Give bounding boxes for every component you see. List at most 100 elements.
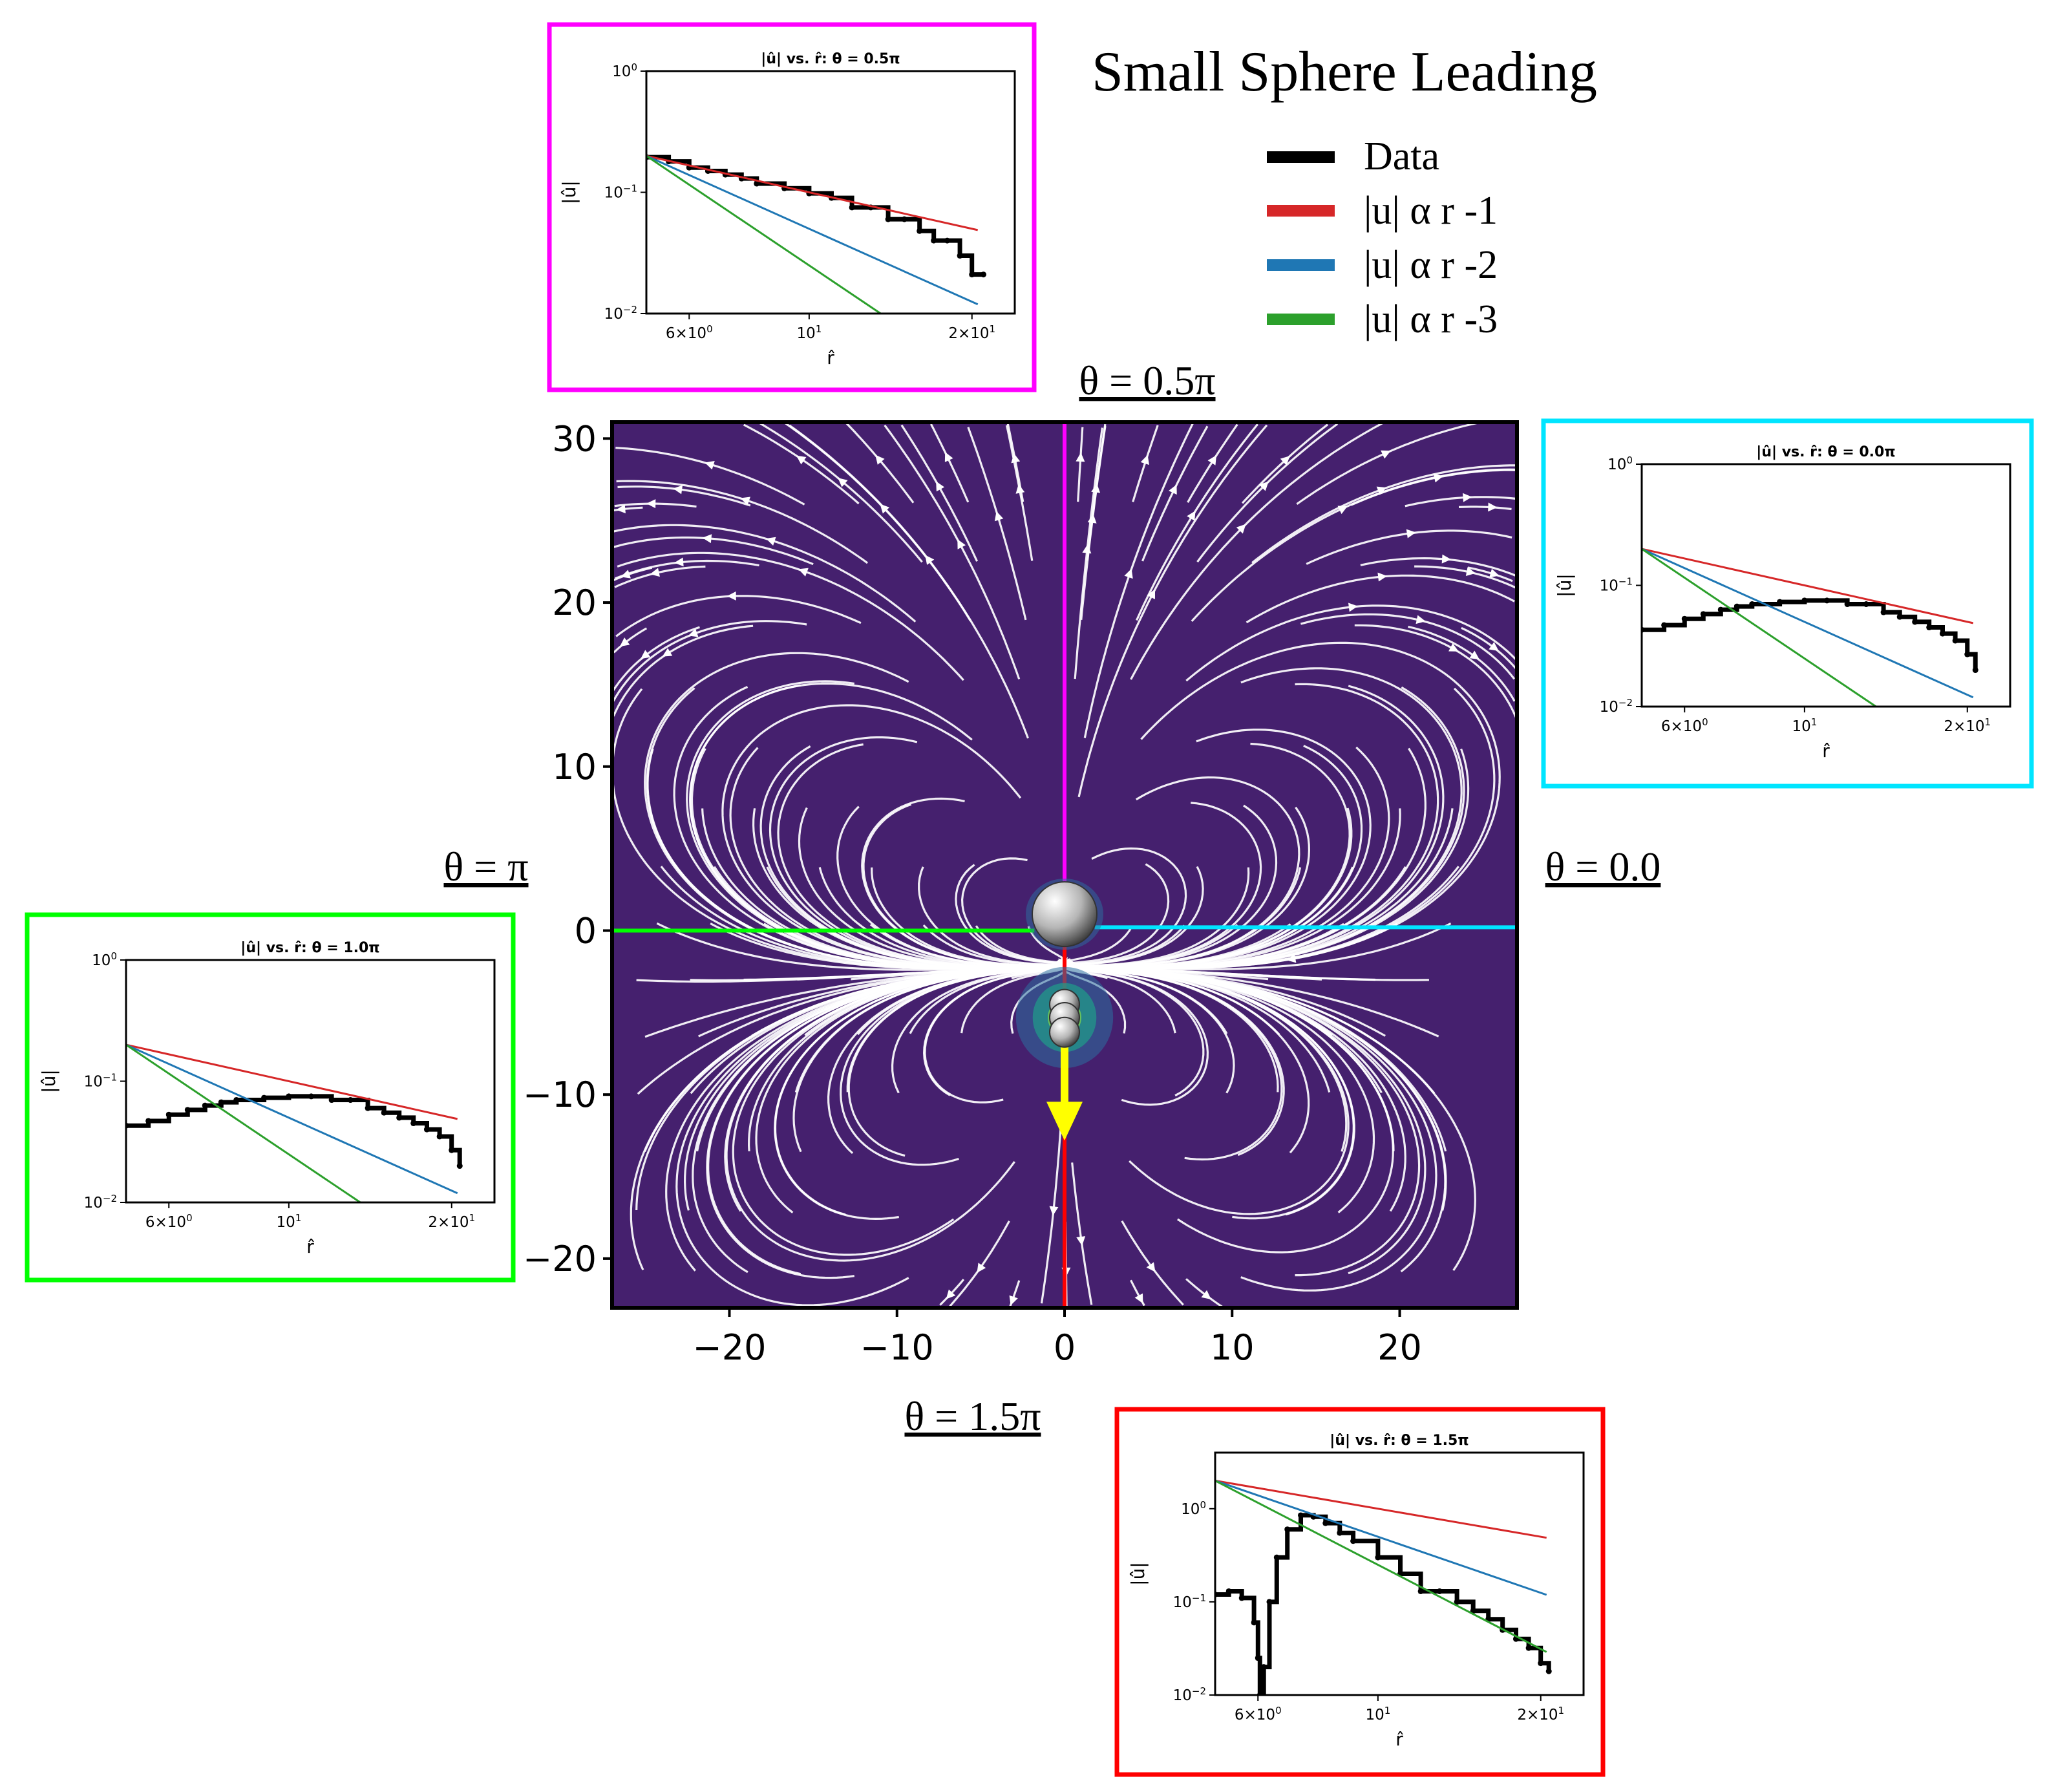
- inset-y-label: |û|: [1554, 573, 1575, 597]
- streamline-arrow-84: [946, 1289, 956, 1299]
- inset-y-label: |û|: [38, 1069, 59, 1093]
- direction-label-top: θ = 0.5π: [1079, 357, 1215, 403]
- streamline-arrow-206: [1463, 493, 1472, 502]
- data-point: [286, 1093, 292, 1100]
- streamline-arrow-122: [1076, 453, 1085, 462]
- streamline-204: [1408, 625, 1516, 702]
- streamline-arrow-147: [1348, 603, 1358, 612]
- data-point: [1700, 611, 1706, 617]
- data-point: [1337, 1530, 1343, 1536]
- y-tick-label-0: −20: [523, 1239, 597, 1279]
- inset-x-tick-label: 6×100: [1235, 1705, 1282, 1723]
- inset-x-tick-label: 2×101: [948, 323, 995, 342]
- data-point: [885, 216, 891, 222]
- streamline-arrow-164: [1280, 456, 1290, 465]
- streamline-122: [1077, 427, 1084, 502]
- inset-series: [1642, 548, 1978, 707]
- streamline-arrow-107: [925, 555, 935, 565]
- data-point: [1844, 601, 1851, 608]
- streamline-107: [789, 424, 1029, 739]
- inset-y-tick-label: 100: [1181, 1499, 1206, 1518]
- data-point: [1912, 619, 1918, 625]
- data-point: [1454, 1599, 1460, 1605]
- inset-x-label: r̂: [306, 1236, 314, 1257]
- data-point: [202, 1102, 208, 1109]
- streamline-arrow-137: [1201, 1290, 1211, 1299]
- inset-title: |û| vs. r̂: θ = 0.5π: [761, 51, 900, 67]
- data-point: [1824, 597, 1830, 604]
- data-point: [1972, 667, 1978, 674]
- data-point: [901, 216, 907, 222]
- x-tick-label-1: −10: [860, 1327, 934, 1368]
- streamline-arrow-136: [1140, 454, 1149, 465]
- streamline-11: [613, 627, 648, 654]
- streamline-arrow-217: [1052, 959, 1062, 969]
- power-law-line-2: [126, 1043, 458, 1195]
- streamline-117: [1077, 424, 1268, 798]
- power-law-line-3: [126, 1043, 362, 1202]
- data-point: [1734, 603, 1740, 610]
- streamline-54: [612, 536, 814, 566]
- streamline-arrow-150: [1207, 455, 1216, 465]
- inset-x-tick-label: 101: [1365, 1705, 1390, 1723]
- inset-x-tick-label: 6×100: [1661, 716, 1708, 735]
- streamline-arrow-82: [838, 478, 848, 487]
- streamline-arrow-97: [944, 452, 953, 462]
- data-point: [308, 1093, 315, 1100]
- streamline-arrow-117: [1147, 589, 1156, 600]
- streamline-arrow-191: [1441, 554, 1452, 564]
- data-point: [365, 1105, 371, 1111]
- streamline-arrow-13: [616, 504, 626, 514]
- streamline-arrow-68: [740, 496, 750, 506]
- streamline-arrow-96: [936, 481, 945, 492]
- data-point: [1661, 622, 1668, 628]
- streamline-149: [1196, 423, 1339, 563]
- data-point: [1525, 1645, 1532, 1651]
- data-point: [1896, 613, 1903, 620]
- inset-x-tick-label: 2×101: [1517, 1705, 1564, 1723]
- streamline-arrow-54: [702, 534, 712, 544]
- inset-x-label: r̂: [1822, 740, 1830, 762]
- data-point: [1538, 1660, 1544, 1667]
- power-law-line-3: [1642, 548, 1878, 707]
- streamline-192: [1350, 469, 1516, 506]
- streamline-68: [616, 480, 869, 564]
- inset-y-tick-label: 10−1: [1600, 576, 1633, 595]
- y-tick-label-3: 10: [552, 747, 597, 787]
- streamline-arrow-39: [662, 648, 673, 657]
- data-point: [1777, 599, 1783, 605]
- streamline-arrow-133: [1236, 524, 1246, 534]
- data-point: [957, 253, 963, 259]
- streamline-arrow-83: [875, 454, 885, 465]
- streamline-arrow-109: [994, 511, 1004, 522]
- data-point: [1939, 630, 1946, 637]
- streamline-arrow-190: [1448, 643, 1459, 652]
- inset-plot-theta-0.5pi: |û| vs. r̂: θ = 0.5π 6×100 101 2×101 100 10−1…: [558, 51, 1016, 368]
- inset-x-tick-label: 2×101: [428, 1212, 475, 1231]
- inset-y-tick-label: 10−1: [604, 183, 637, 202]
- inset-x-label: r̂: [1395, 1729, 1403, 1750]
- inset-y-label: |û|: [558, 180, 580, 204]
- x-tick-label-0: −20: [692, 1327, 766, 1368]
- legend: Data |u| α r -1 |u| α r -2 |u| α r -3: [1267, 134, 1498, 341]
- x-tick-label-2: 0: [1054, 1327, 1076, 1368]
- y-tick-label-4: 20: [552, 582, 597, 623]
- inset-title: |û| vs. r̂: θ = 1.0π: [240, 940, 379, 956]
- streamline-arrow-218: [1489, 642, 1499, 651]
- inset-y-label: |û|: [1127, 1562, 1149, 1586]
- streamline-arrow-55: [705, 461, 715, 470]
- streamline-arrow-192: [1433, 473, 1443, 483]
- streamline-arrow-114: [1049, 1206, 1059, 1216]
- legend-label-data: Data: [1364, 134, 1439, 178]
- inset-y-tick-label: 10−2: [1600, 697, 1633, 716]
- data-point: [969, 272, 975, 278]
- streamline-arrow-176: [1416, 615, 1426, 624]
- streamline-96: [900, 424, 979, 562]
- power-law-line-3: [1215, 1480, 1547, 1653]
- data-point: [980, 272, 986, 278]
- data-point: [1681, 615, 1688, 622]
- inset-title: |û| vs. r̂: θ = 1.5π: [1330, 1433, 1469, 1449]
- data-point: [1375, 1554, 1381, 1561]
- streamline-arrow-178: [1381, 450, 1391, 459]
- streamline-arrow-108: [957, 539, 966, 549]
